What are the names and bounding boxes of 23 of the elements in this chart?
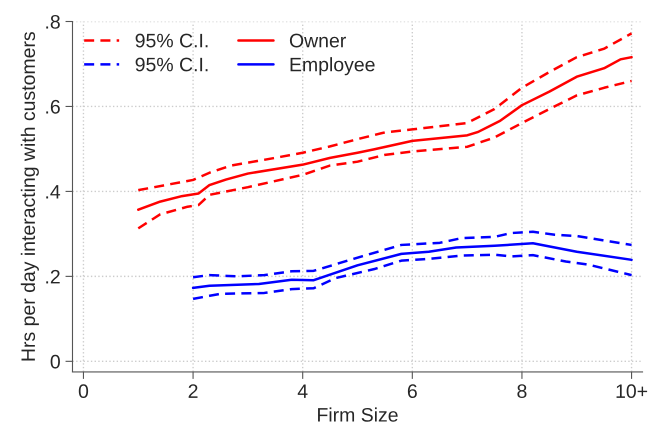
x-tick-label: 4 [298, 384, 308, 398]
line-series [137, 56, 633, 211]
line-series [137, 80, 633, 230]
legend-label: Owner [290, 34, 346, 48]
legend-label: 95% C.I. [136, 34, 208, 48]
y-tick-label: 0 [50, 354, 60, 369]
x-tick-label: 2 [188, 384, 198, 398]
y-tick-label: .2 [46, 270, 60, 284]
line-series [137, 32, 633, 192]
y-tick-label: .8 [46, 14, 60, 29]
x-axis-title: Firm Size [318, 407, 398, 422]
x-tick-label: 0 [78, 384, 88, 398]
legend-label: 95% C.I. [136, 58, 208, 72]
line-series [192, 230, 633, 278]
y-tick-label: .6 [46, 100, 60, 114]
x-tick-label: 8 [517, 384, 527, 398]
line-series [192, 253, 633, 300]
x-tick-label: 6 [408, 384, 417, 398]
y-axis-title: Hrs per day interacting with customers [20, 32, 39, 360]
legend-label: Employee [290, 57, 375, 76]
y-tick-label: .4 [46, 185, 60, 198]
line-series [192, 242, 633, 290]
x-tick-label: 10+ [616, 384, 648, 398]
